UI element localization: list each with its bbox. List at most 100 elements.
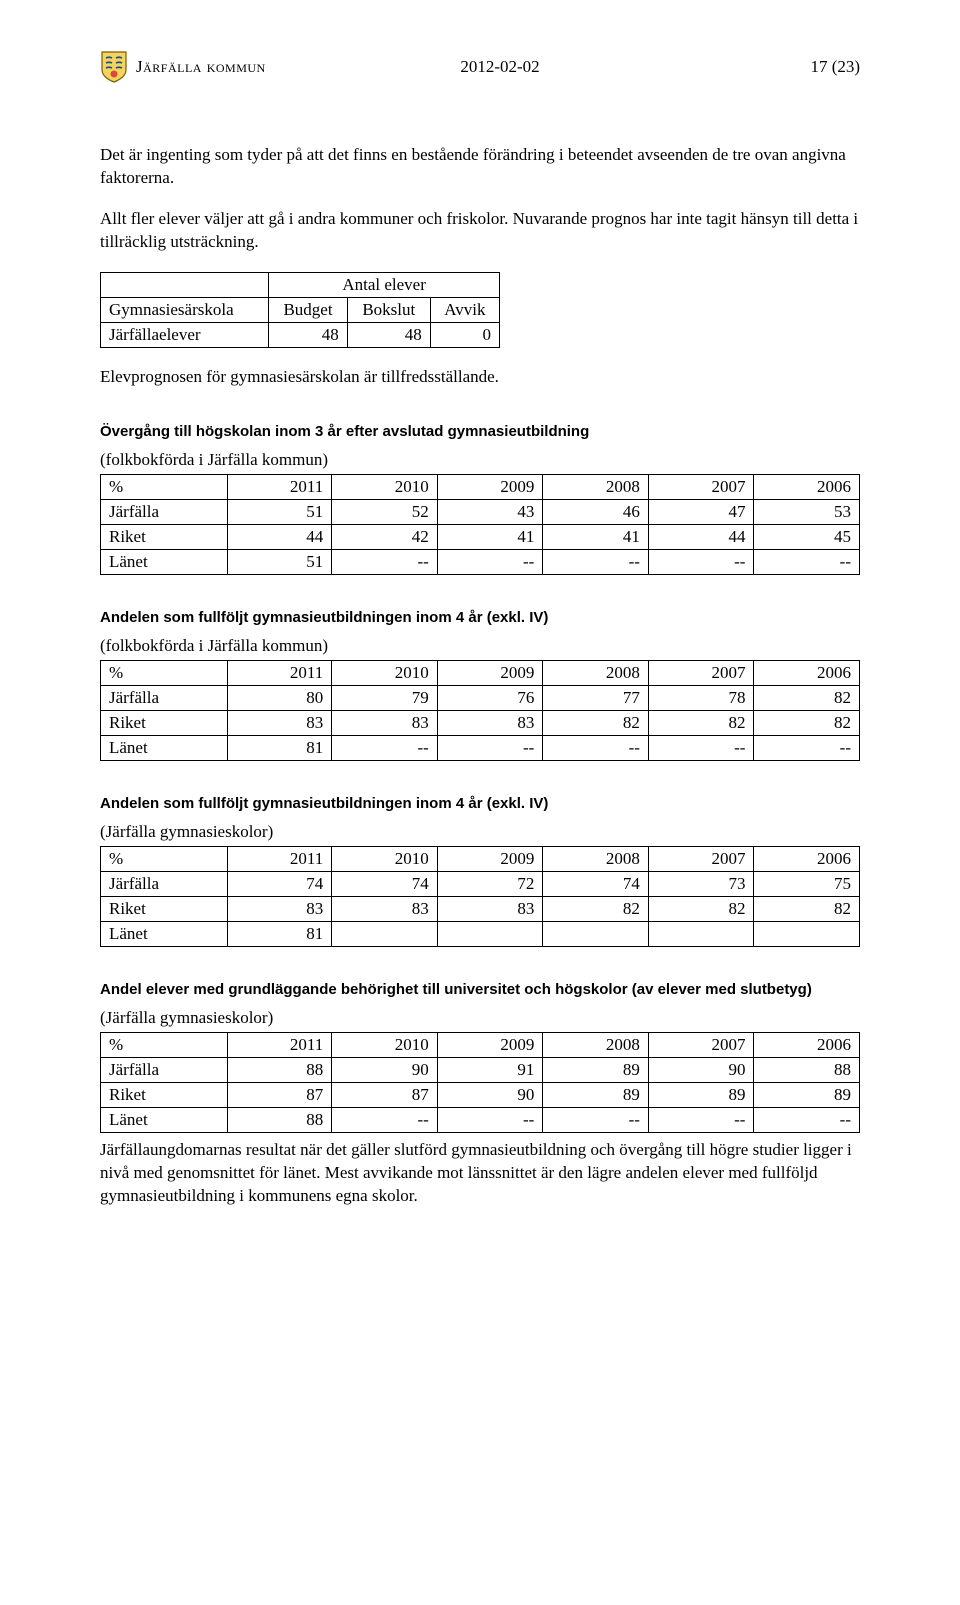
table-col-header: 2008 (543, 1032, 649, 1057)
table-cell: -- (332, 549, 438, 574)
table-cell: 89 (543, 1057, 649, 1082)
table-cell: 82 (754, 685, 860, 710)
table-cell: 82 (543, 710, 649, 735)
table-col-header: 2010 (332, 474, 438, 499)
table-cell: 41 (437, 524, 543, 549)
table-cell: 44 (228, 524, 332, 549)
table-cell: 72 (437, 871, 543, 896)
table-cell: 83 (228, 896, 332, 921)
table-cell: 76 (437, 685, 543, 710)
table-row: Riket444241414445 (101, 524, 860, 549)
table-cell: 90 (648, 1057, 754, 1082)
table-cell: 87 (228, 1082, 332, 1107)
paragraph: Elevprognosen för gymnasiesärskolan är t… (100, 366, 860, 389)
table-cell: -- (754, 1107, 860, 1132)
section-heading: Andelen som fullföljt gymnasieutbildning… (100, 795, 860, 812)
table-cell: 41 (543, 524, 649, 549)
table-col-header: Avvik (430, 297, 499, 322)
table-row: Järfälla747472747375 (101, 871, 860, 896)
shield-icon (100, 50, 128, 84)
table-cell: 83 (332, 896, 438, 921)
table-cell: Länet (101, 921, 228, 946)
table-cell: Riket (101, 710, 228, 735)
table-col-header: 2011 (228, 846, 332, 871)
table-cell: -- (332, 735, 438, 760)
table-col-header: 2006 (754, 1032, 860, 1057)
table-row: %201120102009200820072006 (101, 474, 860, 499)
table-cell: -- (332, 1107, 438, 1132)
table-cell: 78 (648, 685, 754, 710)
table-row: %201120102009200820072006 (101, 660, 860, 685)
table-col-header: 2009 (437, 474, 543, 499)
table-cell: 74 (332, 871, 438, 896)
table-col-header: 2008 (543, 474, 649, 499)
table-cell: 77 (543, 685, 649, 710)
section-note: (folkbokförda i Järfälla kommun) (100, 450, 860, 470)
table-col-header: Budget (269, 297, 348, 322)
section-heading: Andel elever med grundläggande behörighe… (100, 981, 860, 998)
table-cell: 83 (437, 710, 543, 735)
table-col-header: 2008 (543, 846, 649, 871)
table-cell: 52 (332, 499, 438, 524)
table-cell: 53 (754, 499, 860, 524)
table-cell: 88 (228, 1107, 332, 1132)
table-cell: 51 (228, 549, 332, 574)
table-cell: Järfälla (101, 499, 228, 524)
table-cell: 81 (228, 735, 332, 760)
table-cell: 90 (332, 1057, 438, 1082)
table-cell: 82 (754, 896, 860, 921)
table-row: Länet88---------- (101, 1107, 860, 1132)
table-cell: 82 (648, 710, 754, 735)
org-name: Järfälla kommun (136, 57, 266, 77)
table-row: Järfälla807976777882 (101, 685, 860, 710)
table-cell (543, 921, 649, 946)
table-cell: 82 (754, 710, 860, 735)
table-cell: Järfälla (101, 685, 228, 710)
table-col-header: 2010 (332, 1032, 438, 1057)
page-container: Järfälla kommun 2012-02-02 17 (23) Det ä… (0, 0, 960, 1286)
table-cell: 0 (430, 322, 499, 347)
table-cell: 74 (228, 871, 332, 896)
table-cell: 43 (437, 499, 543, 524)
table-cell: Länet (101, 1107, 228, 1132)
table-col-header: 2007 (648, 1032, 754, 1057)
table-cell: 89 (543, 1082, 649, 1107)
table-cell: 83 (437, 896, 543, 921)
table-cell: 83 (228, 710, 332, 735)
table-row: Riket838383828282 (101, 710, 860, 735)
table-row: Riket838383828282 (101, 896, 860, 921)
table-cell: Järfälla (101, 1057, 228, 1082)
table-cell: 82 (648, 896, 754, 921)
table-data-label: Järfällaelever (101, 322, 269, 347)
table-row: Riket878790898989 (101, 1082, 860, 1107)
table-cell: Riket (101, 896, 228, 921)
text-span: Allt fler elever väljer att gå i andra k… (100, 209, 508, 228)
table-cell: 51 (228, 499, 332, 524)
table-cell: 79 (332, 685, 438, 710)
table-cell: 83 (332, 710, 438, 735)
table-cell: Länet (101, 549, 228, 574)
page-header: Järfälla kommun 2012-02-02 17 (23) (100, 50, 860, 84)
table-col-header: 2006 (754, 846, 860, 871)
logo-block: Järfälla kommun (100, 50, 420, 84)
table-cell (648, 921, 754, 946)
table-cell: Riket (101, 524, 228, 549)
section-heading: Övergång till högskolan inom 3 år efter … (100, 423, 860, 440)
table-cell (754, 921, 860, 946)
table-cell: -- (648, 735, 754, 760)
table-cell: -- (543, 1107, 649, 1132)
data-table: %201120102009200820072006Järfälla7474727… (100, 846, 860, 947)
table-cell: 48 (269, 322, 348, 347)
table-col-header: 2010 (332, 660, 438, 685)
table-row: Länet81---------- (101, 735, 860, 760)
table-col-header: 2011 (228, 660, 332, 685)
table-cell: 91 (437, 1057, 543, 1082)
paragraph: Allt fler elever väljer att gå i andra k… (100, 208, 860, 254)
data-table: %201120102009200820072006Järfälla8079767… (100, 660, 860, 761)
table-cell: -- (437, 549, 543, 574)
section-note: (Järfälla gymnasieskolor) (100, 1008, 860, 1028)
table-cell-empty (101, 272, 269, 297)
table-cell: -- (543, 735, 649, 760)
table-col-header: Bokslut (347, 297, 430, 322)
table-cell: -- (754, 549, 860, 574)
